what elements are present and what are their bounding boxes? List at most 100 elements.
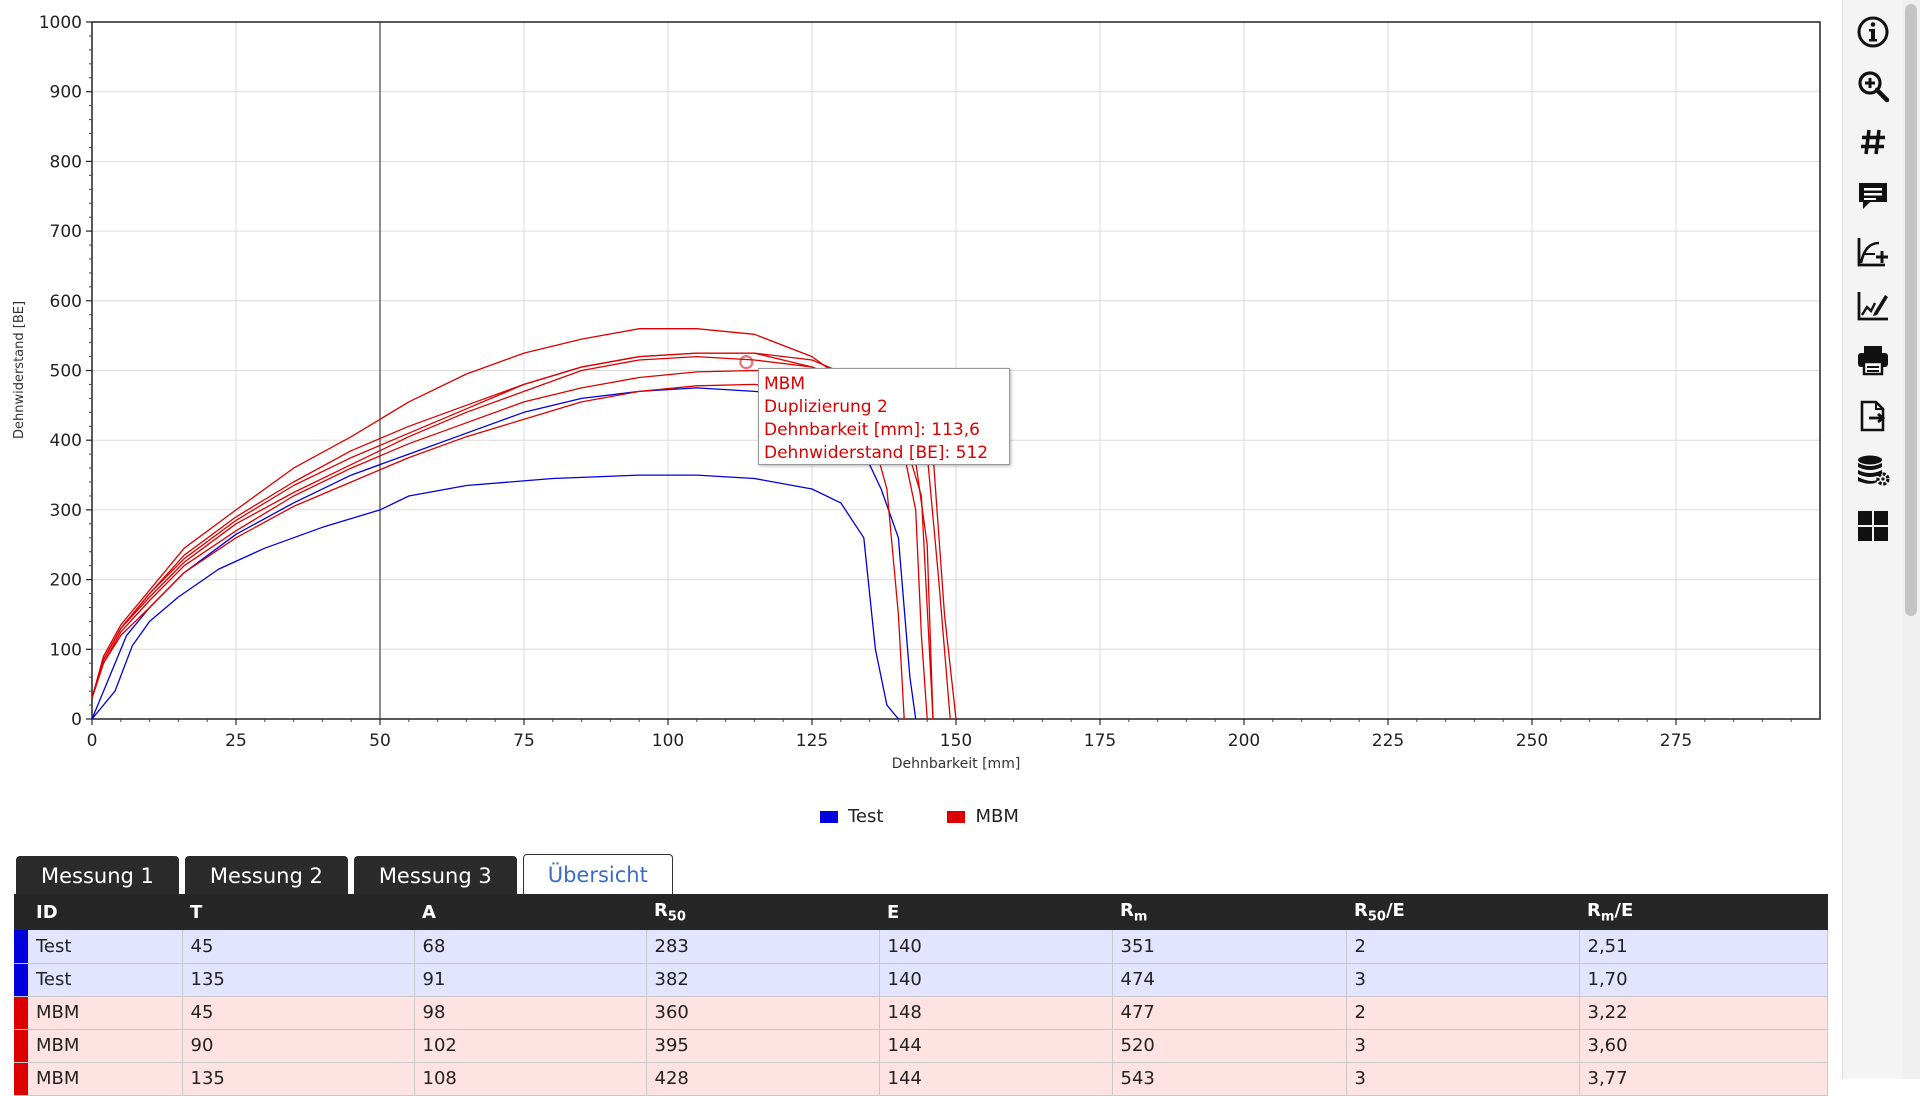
export-icon[interactable] [1853, 396, 1893, 436]
header-swatch [14, 894, 28, 930]
y-axis-label: Dehnwiderstand [BE] [12, 301, 27, 439]
table-cell: 3,60 [1579, 1029, 1828, 1063]
y-tick-label: 300 [50, 501, 82, 521]
header-t: T [182, 894, 414, 930]
table-row[interactable]: Test 135 91 382 140 474 3 1,70 [14, 963, 1828, 997]
tab-messung-2[interactable]: Messung 2 [184, 856, 348, 894]
table-cell: MBM [28, 1029, 183, 1063]
series-line-test-1[interactable] [91, 474, 899, 720]
row-color-swatch [14, 963, 28, 997]
y-tick-label: 900 [50, 83, 82, 103]
hash-icon[interactable] [1853, 122, 1893, 162]
legend-swatch-mbm [947, 810, 966, 823]
legend-label-mbm: MBM [975, 806, 1019, 827]
tab-messung-3[interactable]: Messung 3 [353, 856, 517, 894]
header-rm-e: Rm/E [1579, 894, 1828, 930]
x-tick-label: 100 [652, 731, 684, 751]
tooltip-line-y: Dehnwiderstand [BE]: 512 [764, 443, 989, 463]
chart-legend: Test MBM [820, 806, 1019, 827]
x-tick-label: 175 [1084, 731, 1116, 751]
table-cell: 68 [414, 930, 647, 964]
chart-tooltip: MBM Duplizierung 2 Dehnbarkeit [mm]: 113… [758, 368, 1010, 465]
table-cell: 144 [879, 1029, 1113, 1063]
table-body: Test 45 68 283 140 351 2 2,51 Test 135 91 382 140 474… [14, 930, 1828, 1096]
x-tick-label: 125 [796, 731, 828, 751]
scrollbar[interactable] [1902, 0, 1920, 1079]
scrollbar-thumb[interactable] [1905, 4, 1917, 616]
row-color-swatch [14, 1029, 28, 1063]
row-color-swatch [14, 996, 28, 1030]
table-cell: 360 [646, 996, 880, 1030]
header-rm: Rm [1112, 894, 1346, 930]
x-tick-label: 0 [87, 731, 98, 751]
table-cell: 90 [182, 1029, 415, 1063]
table-cell: 1,70 [1579, 963, 1828, 997]
results-table: ID T A R50 E Rm R50/E Rm/E Test 45 68 283 14… [14, 894, 1828, 1096]
row-color-swatch [14, 930, 28, 964]
table-cell: 140 [879, 963, 1113, 997]
zoom-in-icon[interactable] [1853, 66, 1893, 106]
header-e: E [879, 894, 1112, 930]
dashboard-icon[interactable] [1853, 506, 1893, 546]
header-r50: R50 [646, 894, 879, 930]
table-row[interactable]: MBM 90 102 395 144 520 3 3,60 [14, 1029, 1828, 1063]
table-cell: 283 [646, 930, 880, 964]
x-axis-ticks: 0 25 50 75 100 125 150 175 200 225 250 275 [87, 719, 1792, 751]
chart-edit-icon[interactable] [1853, 286, 1893, 326]
y-tick-label: 800 [50, 152, 82, 172]
right-toolbar [1842, 0, 1903, 1079]
hover-point [739, 355, 754, 370]
table-cell: 3,22 [1579, 996, 1828, 1030]
y-tick-label: 100 [50, 640, 82, 660]
table-cell: 98 [414, 996, 647, 1030]
table-row[interactable]: Test 45 68 283 140 351 2 2,51 [14, 930, 1828, 964]
x-tick-label: 200 [1228, 731, 1260, 751]
legend-label-test: Test [848, 806, 884, 827]
table-cell: Test [28, 930, 183, 964]
table-cell: 45 [182, 930, 415, 964]
x-tick-label: 225 [1372, 731, 1404, 751]
table-cell: 2 [1346, 996, 1580, 1030]
table-row[interactable]: MBM 45 98 360 148 477 2 3,22 [14, 996, 1828, 1030]
tooltip-line-series: MBM [764, 374, 805, 394]
table-cell: 3 [1346, 1029, 1580, 1063]
legend-item-test[interactable]: Test [820, 806, 883, 827]
table-cell: 2 [1346, 930, 1580, 964]
database-settings-icon[interactable] [1853, 450, 1893, 490]
table-cell: 91 [414, 963, 647, 997]
tooltip-line-item: Duplizierung 2 [764, 397, 888, 417]
tooltip-line-x: Dehnbarkeit [mm]: 113,6 [764, 420, 980, 440]
measurement-tabs: Messung 1 Messung 2 Messung 3 Übersicht [16, 854, 673, 894]
print-icon[interactable] [1853, 340, 1893, 380]
table-cell: 395 [646, 1029, 880, 1063]
header-r50-e: R50/E [1346, 894, 1579, 930]
x-tick-label: 150 [940, 731, 972, 751]
info-icon[interactable] [1853, 12, 1893, 52]
y-tick-label: 1000 [39, 13, 82, 33]
table-cell: 351 [1112, 930, 1347, 964]
x-tick-label: 250 [1516, 731, 1548, 751]
legend-swatch-test [820, 810, 838, 823]
tab-messung-1[interactable]: Messung 1 [16, 856, 179, 894]
table-cell: Test [28, 963, 183, 997]
x-axis-label: Dehnbarkeit [mm] [892, 756, 1021, 772]
x-tick-label: 25 [225, 731, 247, 751]
table-cell: 3 [1346, 963, 1580, 997]
table-cell: 382 [646, 963, 880, 997]
table-header-row: ID T A R50 E Rm R50/E Rm/E [14, 894, 1828, 930]
y-tick-label: 200 [50, 571, 82, 591]
legend-item-mbm[interactable]: MBM [947, 806, 1019, 827]
y-tick-label: 700 [50, 222, 82, 242]
comment-icon[interactable] [1853, 176, 1893, 216]
table-cell: 45 [182, 996, 415, 1030]
tab-uebersicht[interactable]: Übersicht [522, 854, 673, 894]
add-curve-icon[interactable] [1853, 232, 1893, 272]
header-id: ID [28, 894, 182, 930]
y-tick-label: 0 [71, 710, 82, 730]
x-tick-label: 275 [1660, 731, 1692, 751]
table-cell: 102 [414, 1029, 647, 1063]
y-axis-ticks: 0 100 200 300 400 500 600 700 800 900 1000 [39, 13, 92, 730]
table-cell: 477 [1112, 996, 1347, 1030]
y-tick-label: 600 [50, 292, 82, 312]
x-tick-label: 75 [513, 731, 535, 751]
